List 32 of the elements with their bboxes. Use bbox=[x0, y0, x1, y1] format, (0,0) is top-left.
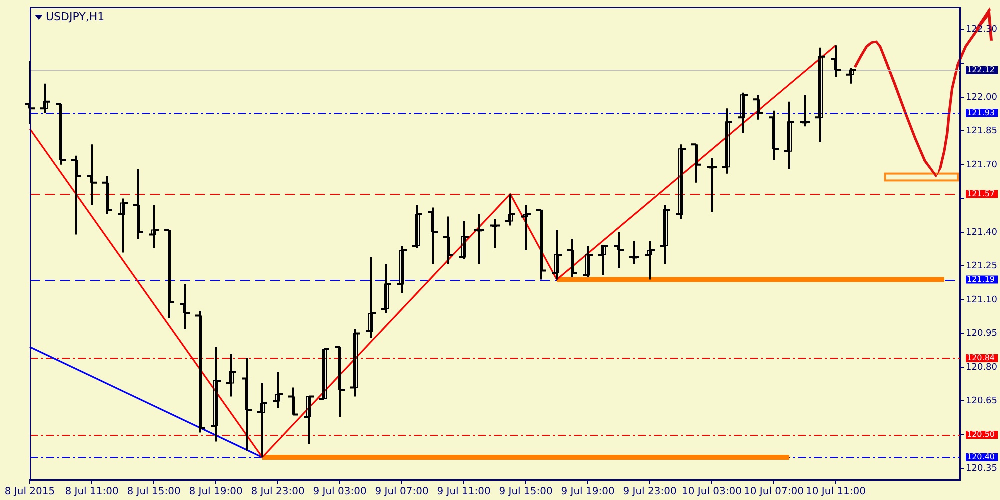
y-tick-label: 121.40 bbox=[966, 228, 998, 238]
x-tick-label: 9 Jul 23:00 bbox=[623, 486, 677, 498]
ref-line-label: 121.57 bbox=[967, 189, 995, 198]
y-tick-label: 121.25 bbox=[966, 262, 998, 272]
x-tick-label: 9 Jul 19:00 bbox=[561, 486, 615, 498]
x-tick-label: 9 Jul 03:00 bbox=[313, 486, 367, 498]
ref-line-label: 120.50 bbox=[967, 430, 995, 440]
x-tick-label: 10 Jul 11:00 bbox=[806, 486, 866, 498]
x-tick-label: 9 Jul 11:00 bbox=[437, 486, 491, 498]
y-tick-label: 120.80 bbox=[966, 362, 998, 373]
ref-line-label: 120.40 bbox=[967, 452, 995, 462]
x-tick-label: 8 Jul 19:00 bbox=[189, 486, 243, 498]
chart-title: USDJPY,H1 bbox=[46, 10, 105, 24]
y-tick-label: 121.85 bbox=[966, 126, 998, 137]
x-tick-label: 9 Jul 15:00 bbox=[499, 486, 553, 498]
ref-line-label: 121.93 bbox=[967, 108, 995, 118]
y-tick-label: 122.00 bbox=[966, 92, 998, 103]
ref-line-label: 120.84 bbox=[967, 354, 995, 363]
x-tick-label: 8 Jul 15:00 bbox=[127, 486, 181, 498]
x-tick-label: 8 Jul 23:00 bbox=[251, 486, 305, 498]
y-tick-label: 120.35 bbox=[966, 464, 998, 474]
x-tick-label: 10 Jul 07:00 bbox=[744, 486, 804, 498]
y-tick-label: 120.95 bbox=[966, 329, 998, 340]
y-tick-label: 121.70 bbox=[966, 160, 998, 170]
ref-line-label: 121.19 bbox=[967, 274, 995, 284]
x-tick-label: 8 Jul 11:00 bbox=[65, 486, 119, 498]
x-tick-label: 9 Jul 07:00 bbox=[375, 486, 429, 498]
x-tick-label: 8 Jul 2015 bbox=[4, 486, 56, 498]
ref-line-label: 122.12 bbox=[967, 65, 995, 74]
y-tick-label: 120.65 bbox=[966, 396, 998, 407]
y-tick-label: 121.10 bbox=[966, 295, 998, 306]
x-tick-label: 10 Jul 03:00 bbox=[682, 486, 742, 498]
